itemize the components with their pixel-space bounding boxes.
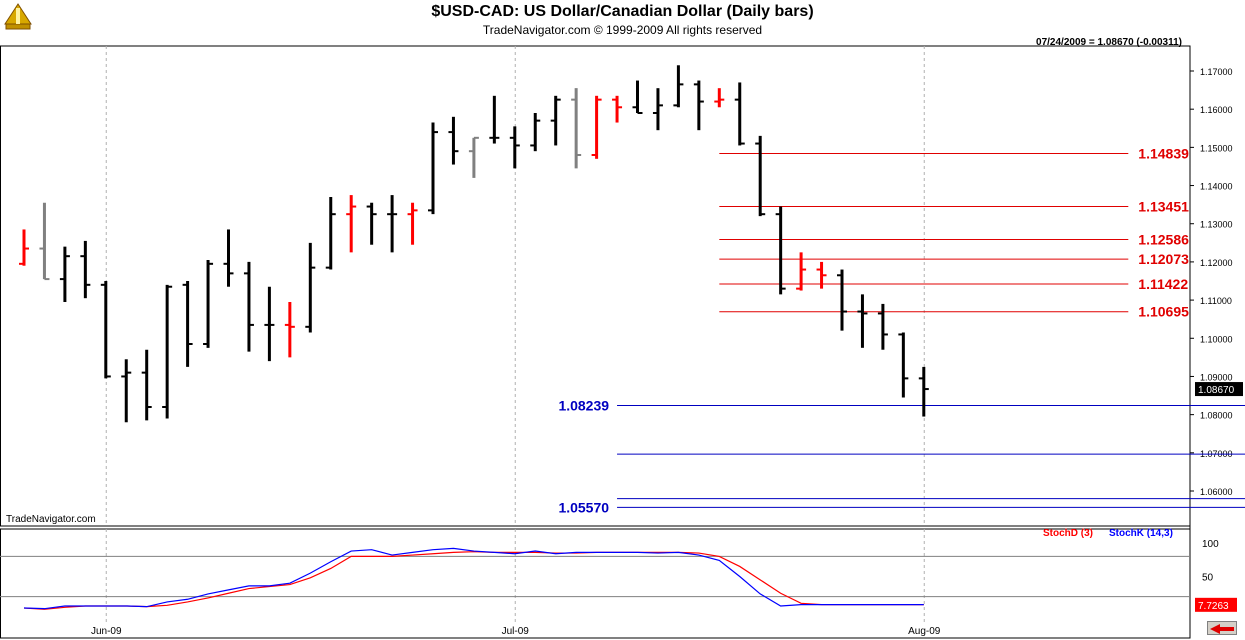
y-tick-label: 1.06000	[1200, 487, 1233, 497]
level-label-1.13451: 1.13451	[1138, 199, 1189, 215]
y-tick-label: 1.17000	[1200, 67, 1233, 77]
stoch-panel-frame	[0, 528, 1191, 639]
level-label-1.14839: 1.14839	[1138, 146, 1189, 162]
y-tick-label: 1.10000	[1200, 334, 1233, 344]
watermark: TradeNavigator.com	[6, 514, 96, 525]
level-label-1.05570: 1.05570	[558, 499, 609, 515]
level-label-1.12586: 1.12586	[1138, 232, 1189, 248]
y-tick-label: 1.14000	[1200, 182, 1233, 192]
last-price-box	[1195, 382, 1243, 397]
last-price-label: 1.08670	[1198, 385, 1235, 396]
y-tick-label: 1.09000	[1200, 372, 1233, 382]
y-tick-label: 1.16000	[1200, 105, 1233, 115]
x-tick-label: Jul-09	[502, 626, 530, 637]
stoch-last-box	[1195, 597, 1237, 612]
legend-stochk: StochK (14,3)	[1109, 528, 1173, 539]
chart-title: $USD-CAD: US Dollar/Canadian Dollar (Dai…	[431, 3, 814, 20]
last-price-info: 07/24/2009 = 1.08670 (-0.00311)	[1036, 37, 1182, 48]
left-arrow-icon	[1210, 624, 1234, 634]
stoch-line-StochD (3)	[23, 551, 924, 610]
level-label-1.08239: 1.08239	[558, 398, 609, 414]
y-tick-label: 1.15000	[1200, 143, 1233, 153]
y-tick-label: 1.12000	[1200, 258, 1233, 268]
legend-stochd: StochD (3)	[1043, 528, 1093, 539]
stoch-tick-label: 50	[1202, 573, 1214, 584]
level-label-1.12073: 1.12073	[1138, 251, 1189, 267]
level-label-1.11422: 1.11422	[1138, 276, 1188, 292]
y-tick-label: 1.13000	[1200, 220, 1233, 230]
stoch-line-StochK (14,3)	[23, 547, 924, 610]
chart-subtitle: TradeNavigator.com © 1999-2009 All right…	[482, 23, 763, 37]
x-tick-label: Aug-09	[908, 626, 941, 637]
tradenavigator-logo-icon	[3, 2, 33, 34]
y-tick-label: 1.11000	[1200, 296, 1232, 306]
stoch-last-label: 7.7263	[1198, 601, 1229, 612]
level-label-1.10695: 1.10695	[1138, 304, 1189, 320]
scroll-left-button[interactable]	[1207, 621, 1237, 635]
stoch-tick-label: 100	[1202, 539, 1219, 550]
y-tick-label: 1.08000	[1200, 411, 1233, 421]
x-tick-label: Jun-09	[91, 626, 122, 637]
